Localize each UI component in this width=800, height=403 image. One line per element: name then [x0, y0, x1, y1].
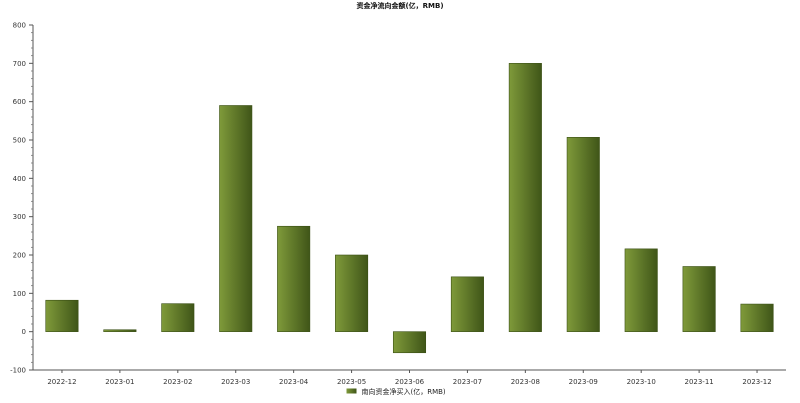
y-tick-label: 700 [13, 60, 26, 68]
legend-swatch [346, 388, 357, 394]
x-tick-label: 2023-11 [684, 378, 713, 386]
x-tick-label: 2023-04 [279, 378, 309, 386]
bars [45, 63, 774, 354]
y-tick-label: 600 [13, 98, 26, 106]
x-tick-label: 2023-03 [221, 378, 250, 386]
y-tick-label: -100 [10, 367, 26, 375]
x-tick-label: 2023-07 [453, 378, 482, 386]
legend-label: 南向资金净买入(亿，RMB) [362, 387, 446, 396]
y-tick-label: 100 [13, 290, 26, 298]
x-tick-label: 2023-05 [337, 378, 366, 386]
bar-2022-12 [45, 299, 79, 332]
y-tick-label: 800 [13, 22, 26, 30]
y-tick-label: 500 [13, 137, 26, 145]
x-tick-label: 2023-06 [395, 378, 425, 386]
chart-title: 资金净流向金额(亿，RMB) [356, 2, 444, 10]
x-tick-label: 2023-01 [105, 378, 134, 386]
bar-2023-02 [161, 303, 195, 332]
bar-2023-11 [682, 266, 716, 332]
bar-2023-03 [219, 105, 253, 332]
x-tick-label: 2023-12 [742, 378, 771, 386]
bar-2023-01 [103, 329, 137, 332]
x-tick-label: 2022-12 [47, 378, 76, 386]
bar-2023-06 [392, 331, 427, 354]
x-tick-label: 2023-02 [163, 378, 192, 386]
x-axis: 2022-12 2023-01 2023-02 2023-03 2023-04 2023-… [33, 369, 786, 386]
bar-2023-04 [277, 225, 311, 332]
x-tick-label: 2023-08 [511, 378, 540, 386]
legend: 南向资金净买入(亿，RMB) [346, 387, 446, 396]
bar-2023-09 [566, 137, 600, 332]
y-tick-label: 0 [22, 328, 26, 336]
bar-2023-05 [335, 254, 369, 332]
bar-2023-12 [740, 303, 774, 332]
x-tick-label: 2023-10 [627, 378, 656, 386]
y-tick-label: 300 [13, 213, 26, 221]
y-tick-label: 200 [13, 252, 26, 260]
bar-2023-08 [508, 63, 542, 332]
x-tick-label: 2023-09 [569, 378, 598, 386]
y-tick-label: 400 [13, 175, 26, 183]
bar-2023-07 [450, 276, 484, 332]
bar-2023-10 [624, 248, 658, 332]
y-axis: -100 0 100 200 300 400 500 600 700 800 [10, 22, 34, 375]
